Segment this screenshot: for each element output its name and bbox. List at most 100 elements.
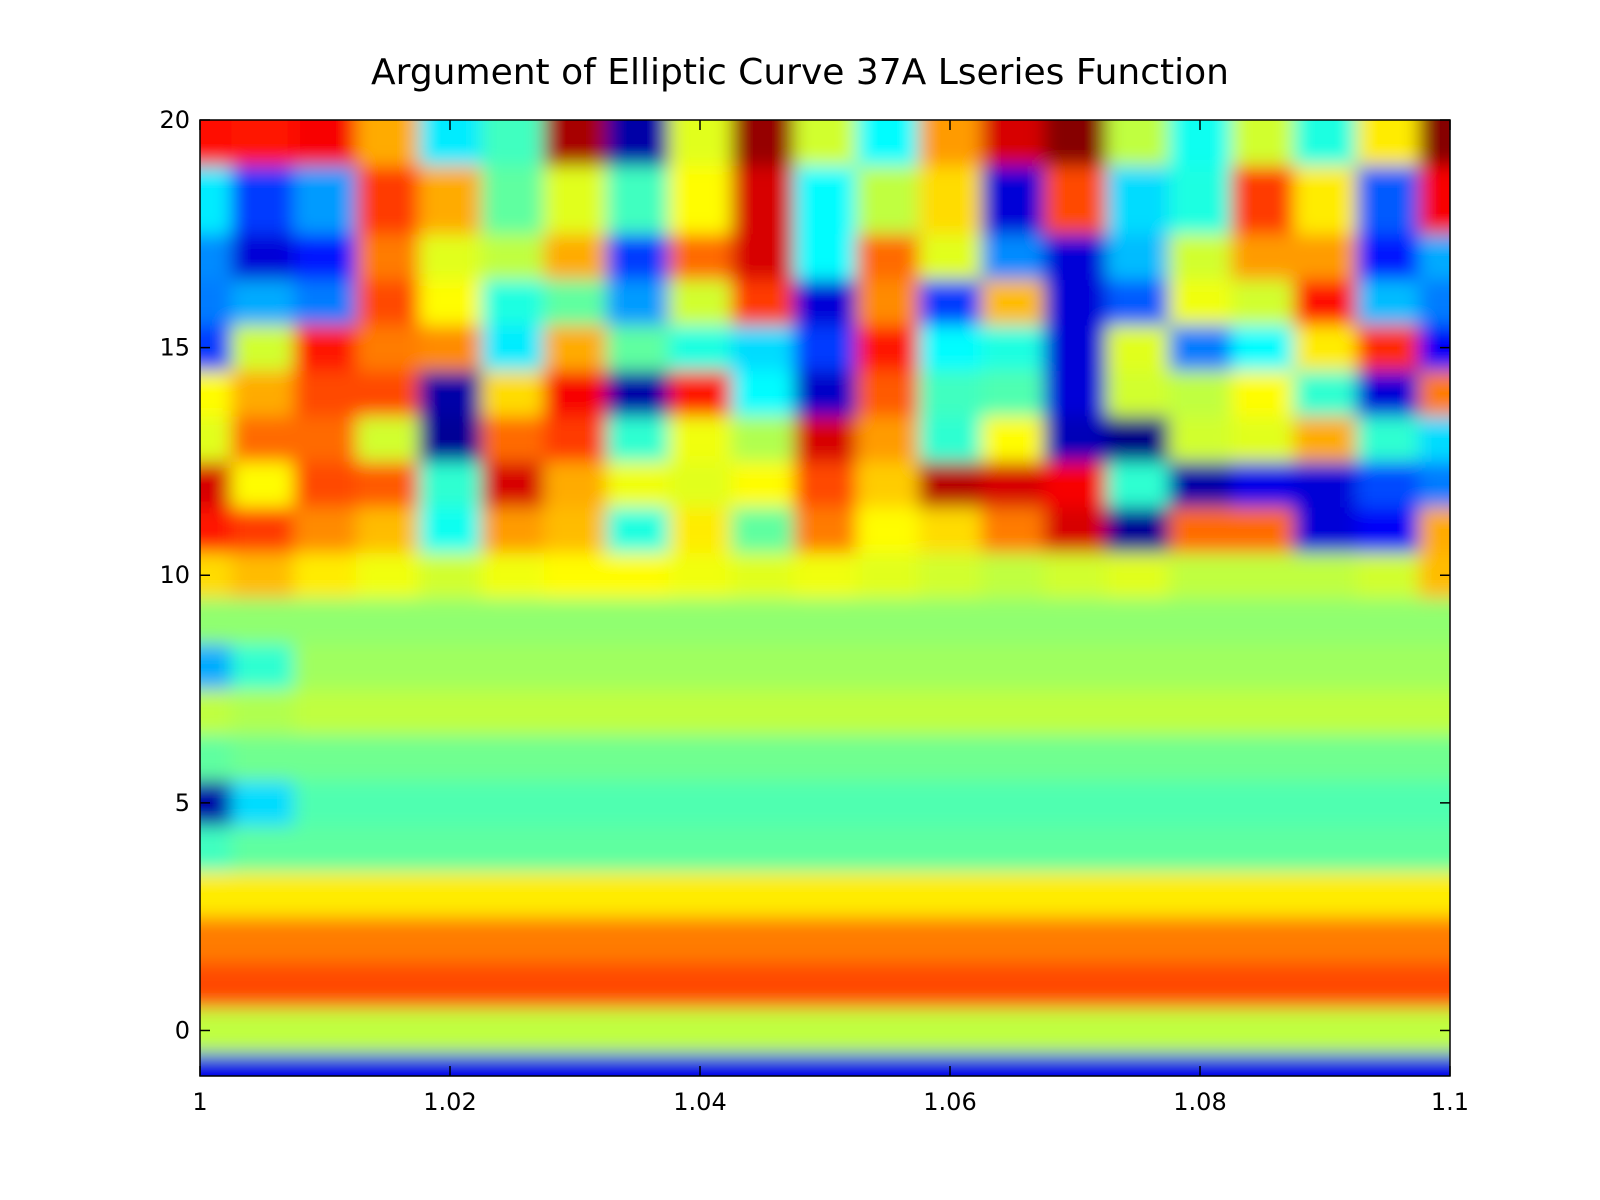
- heatmap-cell: [1043, 598, 1107, 645]
- heatmap-cell: [481, 643, 545, 690]
- heatmap-cell: [1293, 233, 1357, 280]
- heatmap-cell: [1418, 279, 1450, 326]
- heatmap-cell: [543, 415, 607, 462]
- heatmap-cell: [543, 279, 607, 326]
- heatmap-cell: [856, 689, 920, 736]
- heatmap-cell: [543, 689, 607, 736]
- heatmap-cell: [731, 962, 795, 1009]
- y-tick-label: 20: [159, 106, 190, 134]
- heatmap-cell: [231, 1007, 295, 1054]
- heatmap-cell: [231, 643, 295, 690]
- heatmap-cell: [418, 643, 482, 690]
- heatmap-cell: [356, 165, 420, 235]
- heatmap-cell: [481, 871, 545, 918]
- heatmap-cell: [293, 780, 357, 827]
- heatmap-cell: [918, 370, 982, 417]
- heatmap-cell: [1106, 643, 1170, 690]
- heatmap-cell: [856, 165, 920, 235]
- heatmap-cell: [793, 1053, 857, 1076]
- heatmap-cell: [293, 370, 357, 417]
- heatmap-cell: [1168, 370, 1232, 417]
- heatmap-cell: [668, 689, 732, 736]
- heatmap-cell: [1418, 370, 1450, 417]
- heatmap-cell: [918, 415, 982, 462]
- heatmap-cell: [731, 598, 795, 645]
- heatmap-cell: [668, 506, 732, 553]
- heatmap-cell: [981, 233, 1045, 280]
- heatmap-cell: [200, 233, 232, 280]
- heatmap-cell: [231, 370, 295, 417]
- heatmap-cell: [731, 1053, 795, 1076]
- heatmap-cell: [1293, 370, 1357, 417]
- heatmap-cell: [981, 324, 1045, 371]
- heatmap-cell: [1106, 1053, 1170, 1076]
- heatmap-cell: [200, 643, 232, 690]
- heatmap-cell: [1043, 1007, 1107, 1054]
- heatmap-cell: [1356, 415, 1420, 462]
- heatmap-cell: [731, 461, 795, 508]
- heatmap-cell: [1043, 165, 1107, 235]
- heatmap-cell: [856, 552, 920, 599]
- heatmap-cell: [1106, 324, 1170, 371]
- heatmap-cell: [668, 962, 732, 1009]
- heatmap-cell: [1231, 233, 1295, 280]
- heatmap-cell: [793, 370, 857, 417]
- heatmap-cell: [1418, 165, 1450, 235]
- heatmap-cell: [1293, 643, 1357, 690]
- heatmap-cell: [856, 871, 920, 918]
- heatmap-cell: [1043, 461, 1107, 508]
- heatmap-cell: [1231, 734, 1295, 781]
- heatmap-cell: [1231, 825, 1295, 872]
- heatmap-cell: [1106, 233, 1170, 280]
- heatmap-cell: [293, 871, 357, 918]
- heatmap-cell: [356, 1053, 420, 1076]
- heatmap-cell: [1231, 780, 1295, 827]
- heatmap-cell: [356, 233, 420, 280]
- heatmap-cell: [1418, 233, 1450, 280]
- heatmap-cell: [418, 233, 482, 280]
- heatmap-cell: [856, 506, 920, 553]
- heatmap-cell: [1168, 461, 1232, 508]
- heatmap-cell: [1043, 825, 1107, 872]
- heatmap-cell: [418, 324, 482, 371]
- heatmap-cell: [231, 506, 295, 553]
- heatmap-cell: [606, 689, 670, 736]
- heatmap-cell: [481, 734, 545, 781]
- heatmap-cell: [1418, 1053, 1450, 1076]
- heatmap-cell: [1293, 120, 1357, 167]
- heatmap-cell: [1043, 871, 1107, 918]
- heatmap-cell: [918, 598, 982, 645]
- heatmap-cell: [793, 825, 857, 872]
- heatmap-cell: [918, 506, 982, 553]
- heatmap-cell: [543, 324, 607, 371]
- heatmap-cell: [1168, 1053, 1232, 1076]
- heatmap-cell: [231, 324, 295, 371]
- heatmap-cell: [606, 324, 670, 371]
- heatmap-cell: [1418, 506, 1450, 553]
- heatmap-cell: [606, 279, 670, 326]
- heatmap-cell: [1043, 552, 1107, 599]
- heatmap-cell: [1168, 871, 1232, 918]
- heatmap-cell: [731, 324, 795, 371]
- heatmap-cell: [1418, 734, 1450, 781]
- heatmap-cell: [200, 370, 232, 417]
- heatmap-cell: [1418, 120, 1450, 167]
- heatmap-cell: [918, 279, 982, 326]
- heatmap-cell: [981, 1053, 1045, 1076]
- heatmap-cell: [418, 552, 482, 599]
- heatmap-cell: [606, 120, 670, 167]
- heatmap-cell: [1231, 279, 1295, 326]
- heatmap-cell: [356, 279, 420, 326]
- heatmap-cell: [918, 552, 982, 599]
- heatmap-cell: [1043, 689, 1107, 736]
- heatmap-cell: [543, 734, 607, 781]
- heatmap-cell: [293, 279, 357, 326]
- heatmap-cell: [1293, 165, 1357, 235]
- heatmap-cell: [668, 415, 732, 462]
- heatmap-cell: [356, 506, 420, 553]
- heatmap-cell: [793, 643, 857, 690]
- heatmap-cell: [731, 279, 795, 326]
- heatmap-cell: [1043, 120, 1107, 167]
- heatmap-cell: [231, 734, 295, 781]
- heatmap-cell: [668, 598, 732, 645]
